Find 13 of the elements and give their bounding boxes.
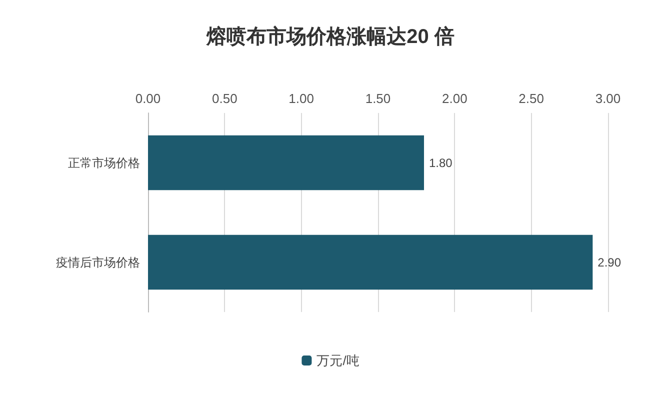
x-tick-label: 0.50 bbox=[212, 91, 238, 106]
x-tick-label: 2.00 bbox=[442, 91, 468, 106]
x-tick-label: 0.00 bbox=[135, 91, 161, 106]
data-label: 2.90 bbox=[598, 255, 622, 270]
legend-label: 万元/吨 bbox=[316, 353, 360, 368]
y-tick-label: 疫情后市场价格 bbox=[56, 255, 140, 270]
x-tick-label: 3.00 bbox=[595, 91, 621, 106]
data-label: 1.80 bbox=[429, 156, 453, 170]
x-tick-label: 2.50 bbox=[518, 91, 544, 106]
x-tick-label: 1.00 bbox=[288, 91, 314, 106]
chart-title: 熔喷布市场价格涨幅达20 倍 bbox=[206, 25, 454, 48]
y-tick-label: 正常市场价格 bbox=[68, 156, 140, 170]
x-tick-label: 1.50 bbox=[365, 91, 391, 106]
